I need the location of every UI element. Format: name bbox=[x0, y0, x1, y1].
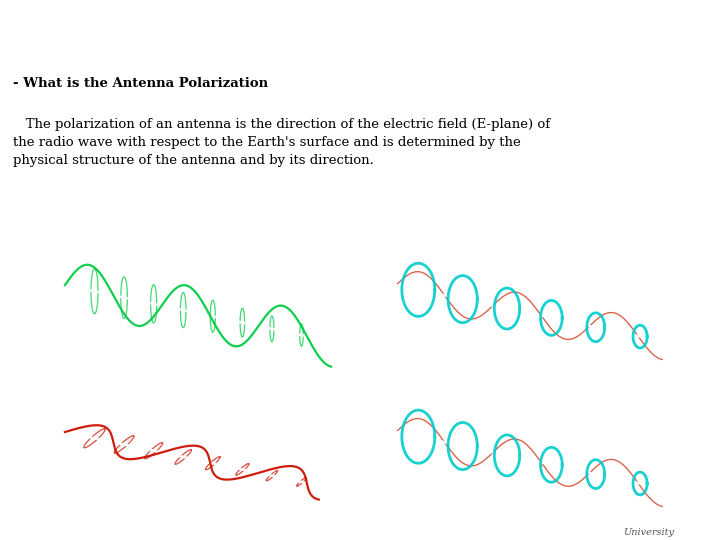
Text: Antenna Polarization(1): Antenna Polarization(1) bbox=[13, 18, 462, 52]
Text: The polarization of an antenna is the direction of the electric field (E-plane) : The polarization of an antenna is the di… bbox=[13, 118, 550, 167]
Text: University: University bbox=[623, 528, 674, 537]
Text: Vertical Polarization: Vertical Polarization bbox=[131, 362, 265, 375]
Text: LH Circular Polarization: LH Circular Polarization bbox=[451, 362, 608, 375]
Text: - What is the Antenna Polarization: - What is the Antenna Polarization bbox=[13, 77, 268, 90]
Text: Horizontal Polarization: Horizontal Polarization bbox=[122, 509, 274, 522]
Text: RH Circular Polarization: RH Circular Polarization bbox=[450, 509, 608, 522]
